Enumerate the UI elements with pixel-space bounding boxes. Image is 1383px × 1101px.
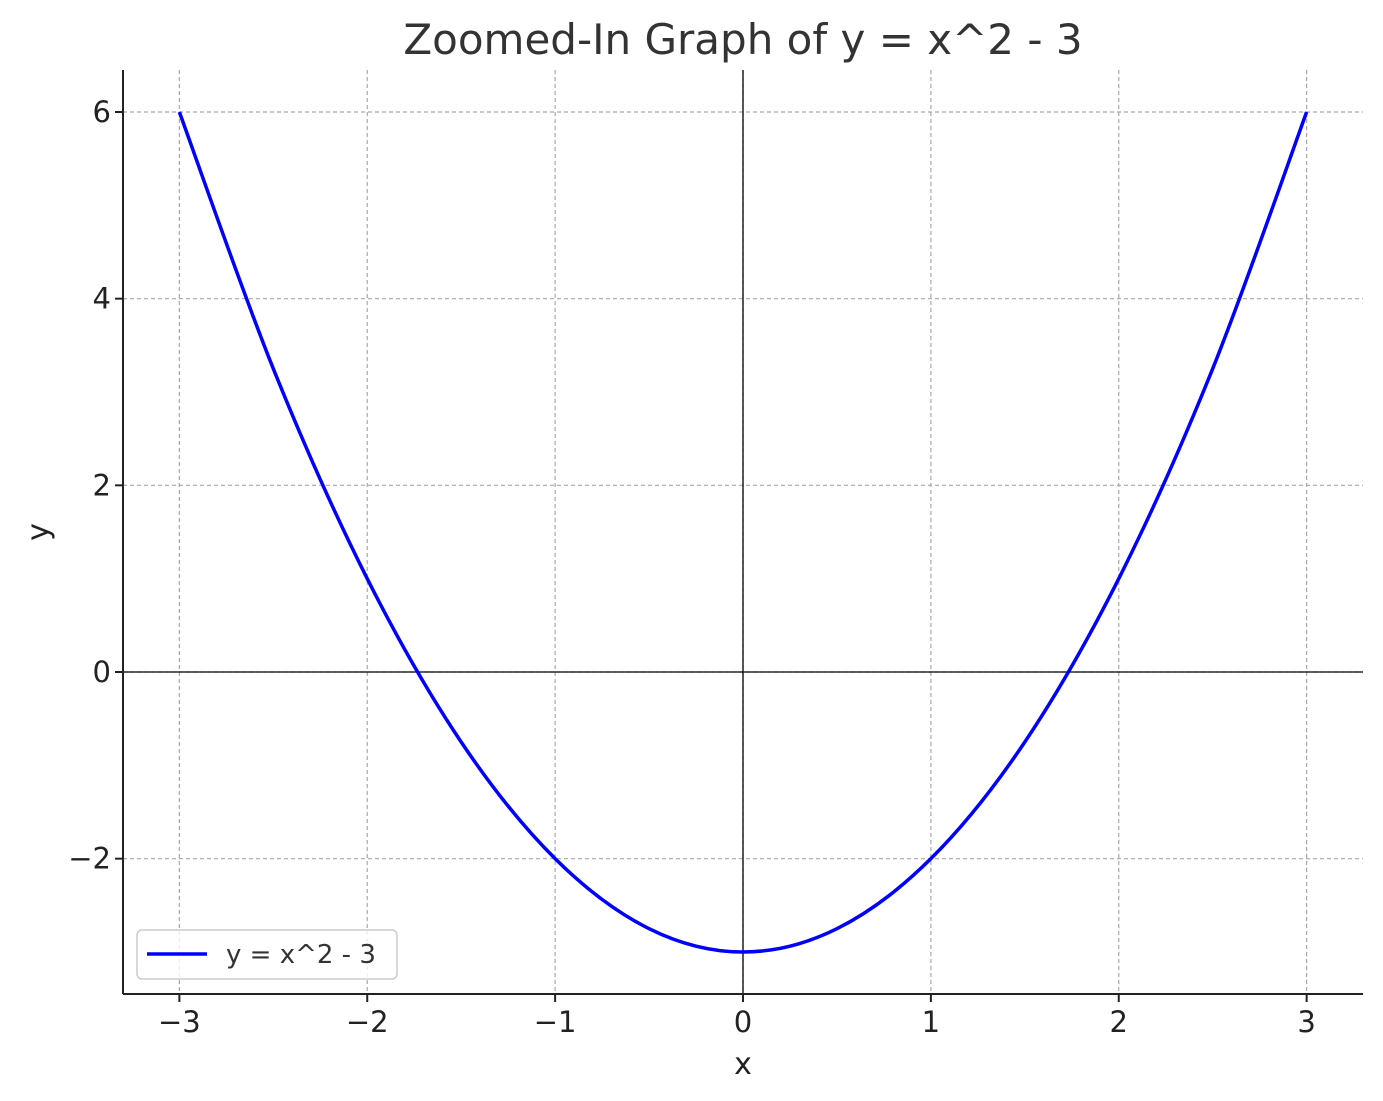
y-tick-label: 6: [93, 95, 111, 129]
y-tick-label: −2: [68, 842, 111, 876]
x-axis-label: x: [734, 1047, 752, 1082]
reference-lines: [123, 70, 1363, 994]
y-tick-label: 4: [93, 282, 111, 316]
y-tick-label: 2: [93, 468, 111, 502]
x-tick-label: 3: [1297, 1005, 1315, 1039]
chart-title: Zoomed-In Graph of y = x^2 - 3: [403, 15, 1082, 64]
x-tick-label: −3: [158, 1005, 201, 1039]
x-tick-label: −1: [534, 1005, 577, 1039]
y-axis-label: y: [21, 523, 56, 541]
axis-ticks: −3 −2 −1 0 1 2 3 −2 0 2 4 6: [68, 95, 1316, 1039]
x-tick-label: 2: [1110, 1005, 1128, 1039]
series-line: [177, 111, 1309, 954]
x-tick-label: 1: [922, 1005, 940, 1039]
legend-box: [136, 929, 398, 980]
x-tick-label: −2: [346, 1005, 389, 1039]
legend-label: y = x^2 - 3: [226, 940, 376, 970]
series-layer: [177, 111, 1309, 954]
x-tick-label: 0: [734, 1005, 752, 1039]
legend: y = x^2 - 3: [136, 929, 398, 980]
y-tick-label: 0: [93, 655, 111, 689]
